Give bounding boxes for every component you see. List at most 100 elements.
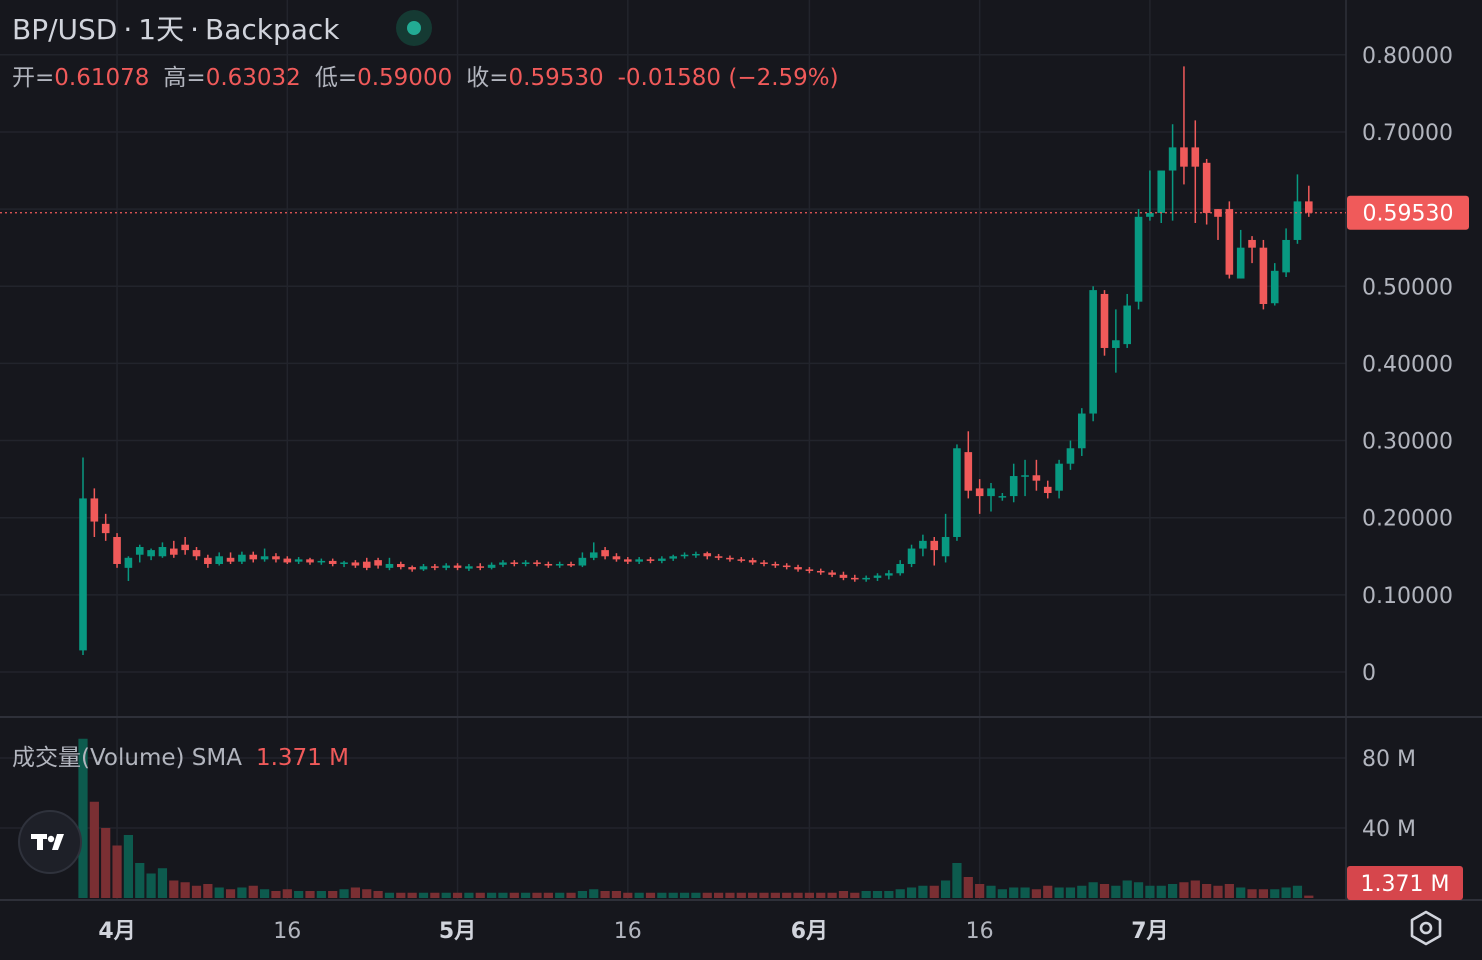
volume-axis[interactable]: 40 M 80 M bbox=[1362, 747, 1416, 842]
volume-bar bbox=[1088, 882, 1098, 898]
candle-body bbox=[703, 553, 712, 557]
volume-bar bbox=[941, 880, 951, 898]
candle-body bbox=[896, 563, 904, 574]
candle-body bbox=[839, 574, 848, 578]
candle-body bbox=[487, 564, 496, 568]
price-tick-label: 0.10000 bbox=[1362, 584, 1453, 609]
price-tick-label: 0.20000 bbox=[1362, 507, 1453, 532]
candle-body bbox=[385, 563, 394, 568]
current-volume-label: 1.371 M bbox=[1361, 872, 1450, 897]
candle-body bbox=[431, 566, 439, 568]
candle-body bbox=[1236, 247, 1245, 279]
volume-bar bbox=[1168, 884, 1178, 898]
volume-bar bbox=[1009, 887, 1019, 898]
price-tick-label: 0.80000 bbox=[1362, 44, 1453, 69]
candle-body bbox=[794, 567, 802, 570]
candle-body bbox=[1066, 448, 1075, 464]
volume-bar bbox=[872, 891, 883, 898]
volume-bar bbox=[101, 828, 111, 898]
candle-body bbox=[1112, 340, 1120, 348]
volume-bar bbox=[1065, 887, 1076, 898]
volume-bar bbox=[362, 889, 372, 898]
candle-body bbox=[1191, 147, 1200, 167]
candle-body bbox=[294, 559, 303, 562]
candle-body bbox=[1100, 293, 1109, 348]
time-tick-label: 7月 bbox=[1131, 919, 1168, 944]
price-axis[interactable]: 0 0.10000 0.20000 0.30000 0.40000 0.50000 0.70… bbox=[1362, 44, 1453, 686]
change-value: -0.01580 (−2.59%) bbox=[617, 65, 839, 91]
volume-bar bbox=[736, 892, 746, 898]
candle-body bbox=[533, 562, 541, 564]
candle-body bbox=[249, 554, 258, 560]
volume-bar bbox=[191, 885, 202, 898]
candle-body bbox=[442, 565, 450, 568]
volume-bar bbox=[1111, 885, 1121, 898]
volume-bar bbox=[487, 892, 497, 898]
volume-bar bbox=[702, 892, 712, 898]
volume-tick-label: 40 M bbox=[1362, 817, 1416, 842]
close-value: 0.59530 bbox=[508, 65, 604, 91]
candle-body bbox=[1055, 463, 1063, 491]
volume-bar bbox=[804, 892, 814, 898]
time-tick-label: 6月 bbox=[791, 919, 828, 944]
price-tick-label: 0.40000 bbox=[1362, 352, 1453, 377]
time-tick-label: 4月 bbox=[98, 919, 135, 944]
candle-body bbox=[328, 560, 337, 564]
volume-bar bbox=[1133, 882, 1144, 898]
volume-bar bbox=[225, 889, 236, 898]
volume-bar bbox=[645, 892, 656, 898]
volume-bar bbox=[1213, 885, 1223, 898]
live-status-dot-icon[interactable] bbox=[396, 10, 432, 46]
volume-bar bbox=[543, 892, 553, 898]
candle-body bbox=[1248, 239, 1256, 248]
volume-bar bbox=[748, 892, 758, 898]
settings-gear-icon[interactable] bbox=[1406, 908, 1446, 948]
tradingview-logo-icon[interactable] bbox=[18, 810, 82, 874]
volume-bar bbox=[850, 892, 860, 898]
volume-bars-layer bbox=[78, 738, 1314, 898]
time-tick-label: 16 bbox=[614, 919, 642, 944]
volume-bar bbox=[1031, 889, 1041, 898]
candle-body bbox=[135, 547, 144, 555]
volume-legend[interactable]: 成交量(Volume) SMA 1.371 M bbox=[12, 738, 349, 772]
symbol-header[interactable]: BP/USD · 1天 · Backpack bbox=[12, 8, 340, 48]
volume-bar bbox=[918, 885, 928, 898]
interval-label[interactable]: 1天 bbox=[138, 13, 185, 46]
volume-bar bbox=[714, 892, 724, 898]
volume-bar bbox=[282, 889, 292, 898]
candle-body bbox=[907, 548, 916, 564]
candle-body bbox=[1282, 239, 1290, 273]
candle-body bbox=[919, 540, 927, 549]
price-tick-label: 0.70000 bbox=[1362, 121, 1453, 146]
candle-body bbox=[453, 565, 462, 568]
volume-bar bbox=[577, 891, 587, 898]
candle-body bbox=[521, 562, 530, 564]
price-tick-label: 0.30000 bbox=[1362, 430, 1453, 455]
candle-body bbox=[79, 498, 87, 651]
time-axis[interactable]: 4月 16 5月 16 6月 16 7月 bbox=[98, 919, 1168, 944]
volume-bar bbox=[328, 891, 338, 898]
candle-body bbox=[204, 557, 212, 564]
candle-body bbox=[192, 550, 201, 557]
volume-bar bbox=[294, 891, 304, 898]
candle-body bbox=[1134, 216, 1143, 302]
volume-bar bbox=[838, 891, 849, 898]
volume-bar bbox=[203, 884, 213, 898]
volume-bar bbox=[1281, 887, 1291, 898]
volume-bar bbox=[350, 887, 360, 898]
volume-bar bbox=[725, 892, 735, 898]
candle-body bbox=[124, 557, 133, 568]
volume-bar bbox=[793, 892, 803, 898]
symbol-name[interactable]: BP/USD bbox=[12, 13, 118, 46]
volume-legend-label: 成交量(Volume) SMA bbox=[12, 745, 242, 771]
candle-body bbox=[226, 557, 235, 562]
candle-body bbox=[635, 559, 643, 562]
candle-body bbox=[1078, 413, 1086, 449]
candle-body bbox=[1157, 170, 1166, 213]
time-tick-label: 16 bbox=[966, 919, 994, 944]
candle-body bbox=[147, 550, 155, 557]
volume-bar bbox=[861, 891, 871, 898]
candle-body bbox=[1089, 290, 1097, 414]
current-volume-tag: 1.371 M bbox=[1347, 866, 1463, 900]
